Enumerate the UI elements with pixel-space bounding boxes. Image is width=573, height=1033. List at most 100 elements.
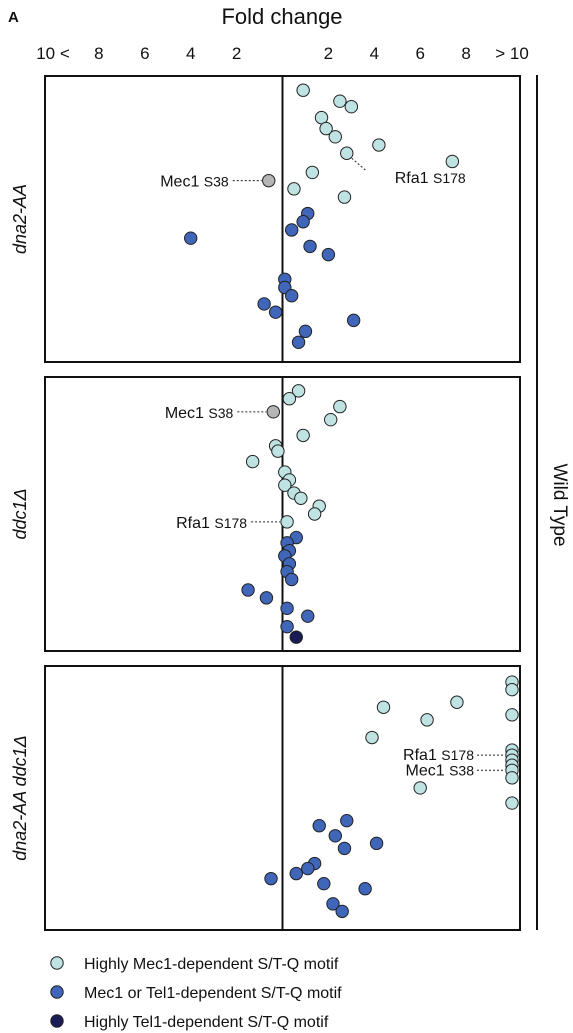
- legend-label: Mec1 or Tel1-dependent S/T-Q motif: [84, 985, 342, 1002]
- data-point: [450, 695, 464, 709]
- data-point: [337, 841, 352, 856]
- annotation-protein: Rfa1: [395, 170, 433, 187]
- data-point: [445, 154, 460, 169]
- annotation: Rfa1 S178: [176, 515, 281, 532]
- data-point: [257, 297, 271, 311]
- data-point: [289, 866, 303, 881]
- data-point: [420, 713, 434, 727]
- data-point: [413, 781, 427, 795]
- data-point: [317, 876, 331, 891]
- x-tick-label: > 10: [495, 44, 529, 63]
- annotation-protein: Mec1: [406, 762, 450, 779]
- panel-letter: A: [8, 9, 19, 26]
- data-point: [271, 444, 285, 458]
- data-point: [321, 247, 336, 262]
- x-tick-label: 4: [186, 44, 195, 63]
- data-point: [335, 904, 349, 919]
- data-point: [259, 591, 274, 605]
- x-tick-label: 2: [232, 44, 241, 63]
- data-point: [287, 182, 301, 196]
- x-tick-label: 10 <: [36, 44, 70, 63]
- chart-title: Fold change: [221, 4, 342, 29]
- legend-marker: [50, 956, 64, 970]
- legend-item: Highly Tel1-dependent S/T-Q motif: [50, 1014, 329, 1031]
- annotation-label: Rfa1 S178: [403, 747, 474, 764]
- x-tick-label: 4: [370, 44, 379, 63]
- annotation: Rfa1 S178: [351, 157, 466, 187]
- data-point: [333, 94, 347, 108]
- annotation-label: Rfa1 S178: [395, 170, 466, 187]
- annotation-label: Mec1 S38: [160, 174, 229, 191]
- annotation: Mec1 S38: [165, 405, 267, 422]
- data-point: [280, 515, 294, 529]
- panel-label: dna2-AA: [10, 184, 30, 254]
- x-tick-label: 6: [415, 44, 424, 63]
- data-point: [376, 700, 391, 714]
- data-point: [307, 507, 322, 521]
- annotation-label: Rfa1 S178: [176, 515, 247, 532]
- data-point: [301, 609, 315, 623]
- data-point: [305, 165, 320, 180]
- data-point: [284, 223, 299, 237]
- annotation-protein: Rfa1: [403, 747, 441, 764]
- legend-marker: [50, 1014, 64, 1028]
- panel: dna2-AA Mec1 S38 Rfa1 S178: [10, 75, 521, 363]
- x-tick-labels: 10 < 8 6 4 2 2 4 6 8 > 10: [36, 44, 529, 63]
- annotation-protein: Mec1: [160, 174, 204, 191]
- data-point: [284, 289, 299, 303]
- annotation-site: S178: [433, 170, 466, 186]
- data-point: [319, 121, 333, 136]
- legend-label: Highly Tel1-dependent S/T-Q motif: [84, 1014, 329, 1031]
- x-tick-label: 8: [94, 44, 103, 63]
- legend-label: Highly Mec1-dependent S/T-Q motif: [84, 956, 339, 973]
- annotation-protein: Mec1: [165, 405, 209, 422]
- data-point: [328, 130, 342, 144]
- legend-marker: [50, 985, 64, 999]
- data-point: [245, 454, 260, 469]
- data-point: [505, 708, 519, 722]
- data-point: [291, 384, 306, 398]
- data-point: [505, 796, 519, 810]
- data-point: [365, 730, 379, 745]
- data-point: [266, 405, 281, 419]
- data-point: [284, 572, 299, 587]
- data-point: [294, 491, 308, 505]
- data-point: [312, 819, 326, 833]
- data-point: [369, 836, 384, 851]
- legend: Highly Mec1-dependent S/T-Q motif Mec1 or…: [50, 956, 342, 1031]
- legend-item: Highly Mec1-dependent S/T-Q motif: [50, 956, 339, 973]
- data-point: [241, 583, 255, 597]
- data-point: [264, 871, 278, 886]
- panel-label: ddc1Δ: [10, 488, 30, 539]
- annotation-site: S178: [441, 747, 474, 763]
- data-point: [337, 190, 352, 204]
- data-point: [340, 146, 354, 160]
- data-point: [372, 138, 386, 152]
- data-point: [303, 239, 317, 254]
- data-point: [505, 682, 519, 697]
- annotation: Rfa1 S178: [403, 747, 504, 764]
- legend-item: Mec1 or Tel1-dependent S/T-Q motif: [50, 985, 342, 1002]
- data-point: [280, 601, 294, 616]
- data-point: [268, 305, 283, 319]
- annotation-label: Mec1 S38: [165, 405, 234, 422]
- data-point: [340, 813, 354, 828]
- panel-label: dna2-AA ddc1Δ: [10, 735, 30, 861]
- annotation-site: S38: [204, 174, 229, 190]
- annotation: Mec1 S38: [406, 762, 504, 779]
- panel: ddc1Δ Mec1 S38 Rfa1 S178: [10, 376, 521, 652]
- data-point: [282, 392, 297, 406]
- data-point: [298, 324, 313, 339]
- data-point: [333, 399, 347, 414]
- data-point: [328, 829, 342, 843]
- data-point: [505, 771, 519, 785]
- data-point: [262, 173, 276, 188]
- data-point: [296, 428, 310, 443]
- annotation-site: S38: [208, 405, 233, 421]
- annotation-site: S38: [449, 762, 474, 778]
- data-point: [291, 335, 306, 349]
- data-point: [301, 861, 315, 876]
